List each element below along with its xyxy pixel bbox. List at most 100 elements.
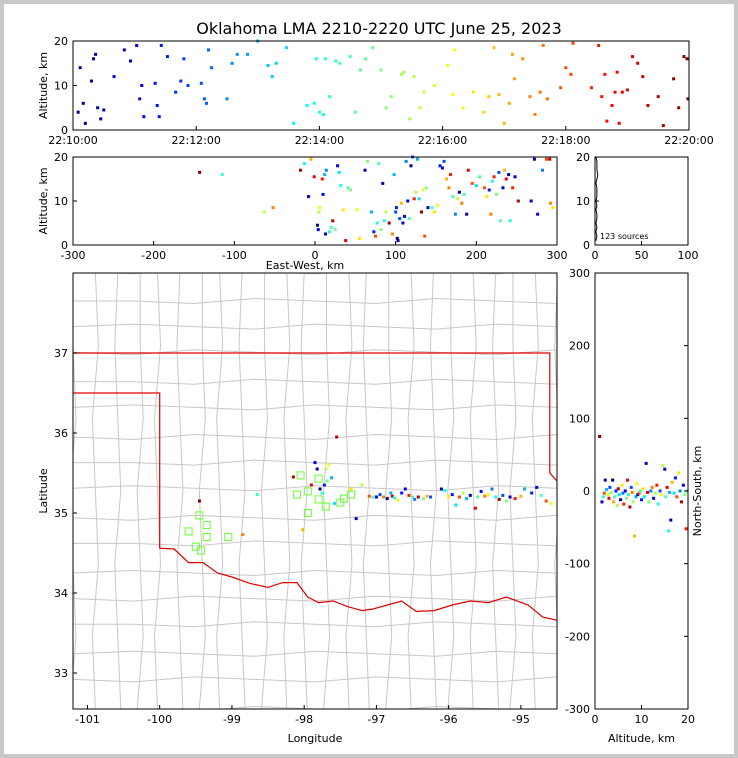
x-tick-label: 300 [547,249,568,262]
source-point [513,175,517,179]
source-point [522,487,526,491]
source-point [521,57,525,61]
source-point [439,487,443,491]
source-point [497,497,501,501]
source-point [384,106,388,110]
source-point [241,533,245,537]
y-tick-label: 200 [569,340,590,353]
county-line [73,485,557,492]
y-axis-label: Latitude [37,468,50,514]
source-point [128,59,132,63]
source-point [76,110,80,114]
source-point [507,173,511,177]
source-point [473,506,477,510]
source-point [450,493,454,497]
source-point [396,498,400,502]
x-tick-label: 22:14:00 [295,134,344,147]
source-point [255,493,259,497]
source-point [503,168,507,172]
source-point [661,124,665,128]
source-point [417,197,421,201]
source-point [400,72,404,76]
source-point [667,490,671,494]
source-point [333,228,337,232]
source-point [321,192,325,196]
source-point [614,489,618,493]
x-tick-label: -98 [295,713,313,726]
axes-frame [72,272,558,710]
source-point [516,199,520,203]
source-point [628,505,632,509]
county-line [407,273,415,709]
source-point [78,66,82,70]
source-point [504,177,508,181]
source-point [679,500,683,504]
source-point [457,495,461,499]
source-point [270,75,274,79]
source-point [384,210,388,214]
source-point [641,487,645,491]
source-point [325,479,329,483]
source-point [339,184,343,188]
source-point [533,112,537,116]
source-point [318,206,322,210]
source-point [487,188,491,192]
source-point [659,493,663,497]
source-point [210,66,214,70]
source-point [447,186,451,190]
source-point [429,495,433,499]
source-point [324,168,328,172]
source-point [341,208,345,212]
county-line [492,273,500,709]
source-point [519,494,523,498]
source-point [374,234,377,238]
x-axis-label: East-West, km [266,259,344,272]
source-point [642,495,646,499]
source-point [357,236,361,240]
source-point [422,90,426,94]
y-tick-label: 37 [54,347,68,360]
county-line [114,273,122,709]
source-point [372,230,376,234]
source-point [613,90,617,94]
source-point [398,217,402,221]
source-point [451,92,455,96]
lma-station-marker [296,471,305,480]
source-point [474,184,478,188]
source-point [424,186,428,190]
source-point [271,206,275,210]
source-point [174,90,178,94]
source-point [549,501,553,505]
source-point [416,495,420,499]
source-point [462,192,466,196]
x-tick-label: -300 [61,249,86,262]
source-count-annotation: 123 sources [600,232,649,241]
source-point [421,497,425,501]
source-point [490,487,494,491]
source-point [182,57,186,61]
source-point [508,219,512,223]
source-point [460,201,464,205]
source-point [490,179,494,183]
county-line [176,273,184,709]
source-point [309,483,313,487]
source-point [634,495,638,499]
state-boundary [73,352,557,621]
source-point [631,55,635,59]
source-point [633,534,637,538]
source-point [465,212,469,216]
source-point [401,221,405,225]
county-line [554,278,557,631]
source-point [470,181,474,185]
source-point [400,491,404,495]
source-point [348,55,352,59]
source-point [374,495,378,499]
figure-frame: Oklahoma LMA 2210-2220 UTC June 25, 2023… [4,4,734,754]
county-line [362,273,370,709]
source-point [246,52,250,56]
source-point [677,471,681,475]
source-point [650,485,654,489]
source-point [399,201,403,205]
source-point [387,221,391,225]
x-tick-label: -200 [141,249,166,262]
